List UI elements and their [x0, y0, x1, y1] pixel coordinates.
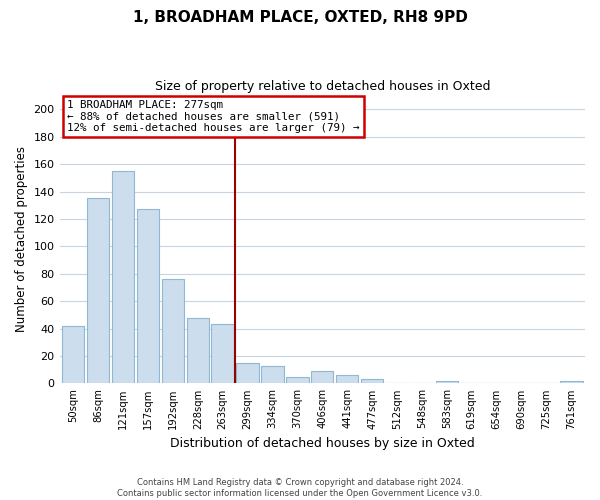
Bar	[161, 279, 184, 384]
Bar	[112, 171, 134, 384]
Bar	[211, 324, 234, 384]
Bar	[187, 318, 209, 384]
Bar	[236, 363, 259, 384]
Text: 1 BROADHAM PLACE: 277sqm
← 88% of detached houses are smaller (591)
12% of semi-: 1 BROADHAM PLACE: 277sqm ← 88% of detach…	[67, 100, 360, 133]
Bar	[62, 326, 85, 384]
Text: 1, BROADHAM PLACE, OXTED, RH8 9PD: 1, BROADHAM PLACE, OXTED, RH8 9PD	[133, 10, 467, 25]
Bar	[87, 198, 109, 384]
Bar	[336, 375, 358, 384]
Bar	[311, 371, 334, 384]
Title: Size of property relative to detached houses in Oxted: Size of property relative to detached ho…	[155, 80, 490, 93]
Text: Contains HM Land Registry data © Crown copyright and database right 2024.
Contai: Contains HM Land Registry data © Crown c…	[118, 478, 482, 498]
Bar	[361, 380, 383, 384]
X-axis label: Distribution of detached houses by size in Oxted: Distribution of detached houses by size …	[170, 437, 475, 450]
Y-axis label: Number of detached properties: Number of detached properties	[15, 146, 28, 332]
Bar	[286, 376, 308, 384]
Bar	[436, 380, 458, 384]
Bar	[261, 366, 284, 384]
Bar	[560, 380, 583, 384]
Bar	[137, 210, 159, 384]
